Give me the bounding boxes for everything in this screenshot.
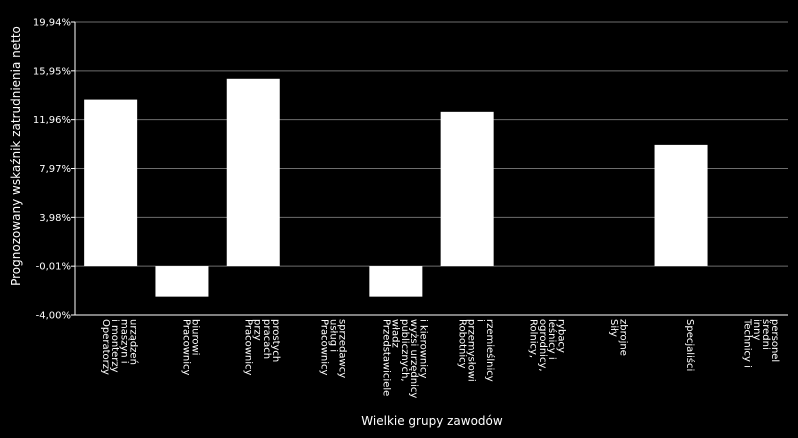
x-category-label: leśnicy i — [546, 319, 558, 360]
x-category-label: przy — [252, 319, 263, 341]
x-axis-title: Wielkie grupy zawodów — [361, 414, 503, 428]
x-category-label: przemysłowi — [466, 319, 477, 382]
x-category-label: sprzedawcy — [337, 319, 348, 378]
x-category-label: publicznych, — [399, 319, 410, 382]
y-tick-labels: 19,94% 15,95% 11,96% 7,97% 3,98% -0,01% -4,00% — [33, 18, 71, 322]
x-category-label: Technicy i — [742, 318, 753, 368]
bar — [84, 99, 138, 267]
x-category-label: i kierownicy — [417, 319, 428, 378]
y-tick-label: 3,98% — [39, 213, 71, 224]
bars — [84, 78, 708, 297]
bar — [654, 144, 708, 267]
x-category-label: Przedstawiciele — [380, 319, 391, 396]
x-category-label: urządzeń — [128, 319, 140, 365]
x-category-label: Robotnicy — [456, 319, 467, 369]
y-axis-title: Prognozowany wskaźnik zatrudnienia netto — [9, 26, 23, 286]
x-category-label: Rolnicy, — [528, 319, 539, 358]
y-tick-label: 11,96% — [33, 115, 71, 126]
bar — [226, 78, 280, 267]
x-category-label: rybacy — [555, 319, 566, 353]
x-category-label: pracach — [261, 319, 272, 359]
x-category-label: średni — [760, 319, 772, 350]
x-category-label: ogrodnicy, — [537, 319, 548, 372]
axes — [74, 22, 788, 316]
bar — [440, 111, 494, 267]
x-category-label: Operatorzy — [100, 319, 111, 375]
x-category-label: personel — [769, 319, 780, 362]
y-tick-label: -4,00% — [36, 311, 71, 322]
x-category-label: i monterzy — [109, 319, 120, 373]
x-category-label: usług i — [328, 319, 339, 352]
x-category-label: władz — [390, 319, 401, 348]
y-tick-label: 19,94% — [33, 18, 71, 29]
bar — [369, 266, 423, 297]
x-category-label: prostych — [270, 319, 281, 362]
x-category-label: Siły — [608, 319, 619, 337]
x-category-label: Specjaliści — [684, 319, 696, 371]
x-category-label: inny — [751, 319, 762, 340]
bar — [155, 266, 209, 297]
y-tick-label: 15,95% — [33, 66, 71, 77]
x-category-label: Pracownicy — [318, 319, 329, 376]
y-tick-label: 7,97% — [39, 164, 71, 175]
x-category-label: rzemieślnicy — [484, 319, 496, 382]
x-category-label: zbrojne — [617, 319, 628, 356]
x-category-label: i — [475, 319, 486, 322]
y-tick-label: -0,01% — [36, 262, 71, 273]
x-category-label: Pracownicy — [180, 319, 191, 376]
x-category-label: biurowi — [190, 319, 201, 355]
x-category-label: maszyn i — [118, 319, 129, 364]
x-category-label: Pracownicy — [242, 319, 253, 376]
x-category-label: wyżsi urzędnicy — [408, 319, 419, 398]
